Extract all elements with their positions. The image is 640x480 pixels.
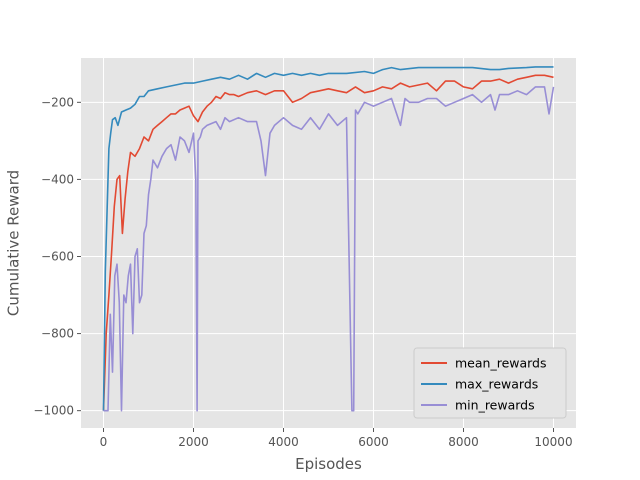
axis-ticks: 0 2000 4000 6000 8000 10000 −1000 −800 −600 −400 −…: [33, 95, 572, 449]
y-tick-label: −1000: [33, 404, 74, 418]
legend-box: [413, 347, 567, 419]
x-tick-label: 6000: [358, 435, 389, 449]
legend-label: min_rewards: [455, 398, 535, 413]
y-axis-title: Cumulative Reward: [5, 170, 23, 316]
x-tick-label: 2000: [178, 435, 209, 449]
y-tick-label: −200: [41, 95, 74, 109]
x-tick-label: 8000: [448, 435, 479, 449]
series-line-mean-rewards: [102, 74, 554, 411]
x-tick-label: 4000: [268, 435, 299, 449]
series-layer: [102, 66, 555, 412]
legend: mean_rewards max_rewards min_rewards: [413, 347, 567, 419]
series-line-min-rewards: [103, 86, 555, 412]
legend-label: mean_rewards: [455, 356, 547, 371]
x-tick-label: 10000: [534, 435, 572, 449]
x-axis-title: Episodes: [295, 455, 362, 473]
y-tick-label: −800: [41, 327, 74, 341]
x-tick-label: 0: [100, 435, 108, 449]
legend-label: max_rewards: [455, 377, 538, 392]
series-line-max-rewards: [102, 66, 554, 411]
y-tick-label: −600: [41, 249, 74, 263]
y-tick-label: −400: [41, 172, 74, 186]
